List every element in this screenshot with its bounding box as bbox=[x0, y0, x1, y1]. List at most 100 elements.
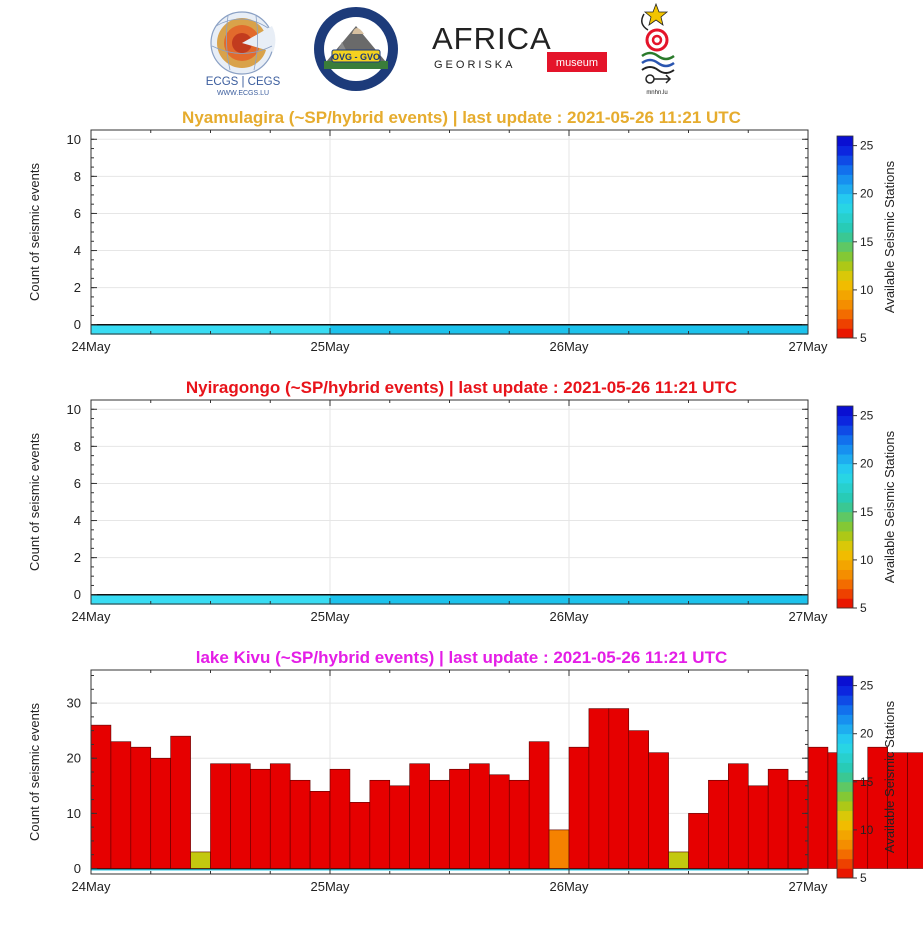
colorbar-segment bbox=[837, 781, 853, 792]
colorbar-tick-label: 5 bbox=[860, 331, 867, 345]
colorbar-segment bbox=[837, 810, 853, 821]
colorbar-tick-label: 10 bbox=[860, 283, 874, 297]
colorbar-segment bbox=[837, 145, 853, 156]
colorbar-segment bbox=[837, 193, 853, 204]
chart-nyiragongo: 0 2 4 6 8 10 24May 25May 26May 27May Count of seis… bbox=[27, 399, 897, 624]
colorbar-segment bbox=[837, 733, 853, 744]
y-tick-label: 6 bbox=[74, 206, 81, 221]
bar bbox=[369, 779, 391, 869]
bar bbox=[568, 746, 590, 869]
colorbar-segment bbox=[837, 261, 853, 272]
colorbar-segment bbox=[837, 695, 853, 706]
ecgs-logo: ECGS | CEGS WWW.ECGS.LU bbox=[206, 11, 281, 97]
chart-panel-nyiragongo: Nyiragongo (~SP/hybrid events) | last up… bbox=[0, 378, 923, 648]
colorbar-segment bbox=[837, 849, 853, 860]
africa-logo-sub: GEORISKA bbox=[434, 59, 515, 71]
bar bbox=[449, 768, 470, 869]
station-coverage-band bbox=[91, 324, 330, 335]
bar bbox=[150, 757, 171, 869]
colorbar-segment bbox=[837, 502, 853, 513]
colorbar-tick-label: 25 bbox=[860, 139, 874, 153]
y-tick-label: 2 bbox=[74, 550, 81, 565]
colorbar-frame bbox=[836, 675, 854, 879]
colorbar-segment bbox=[837, 676, 853, 687]
bar bbox=[469, 763, 490, 869]
bar bbox=[309, 790, 331, 869]
colorbar-tick-label: 20 bbox=[860, 457, 874, 471]
bar bbox=[648, 752, 669, 869]
colorbar-segment bbox=[837, 434, 853, 445]
bar bbox=[688, 813, 709, 869]
bar bbox=[90, 724, 112, 869]
colorbar-segment bbox=[837, 415, 853, 426]
y-tick-label: 6 bbox=[74, 476, 81, 491]
colorbar-tick-label: 20 bbox=[860, 727, 874, 741]
colorbar-segment bbox=[837, 155, 853, 166]
colorbar-segment bbox=[837, 762, 853, 773]
bar bbox=[250, 768, 271, 869]
ovg-logo: OVG - GVO bbox=[314, 7, 398, 91]
colorbar-segment bbox=[837, 598, 853, 609]
colorbar-segment bbox=[837, 550, 853, 561]
x-tick-label: 26May bbox=[549, 879, 589, 894]
y-tick-label: 8 bbox=[74, 169, 81, 184]
colorbar-segment bbox=[837, 309, 853, 320]
colorbar-segment bbox=[837, 820, 853, 831]
colorbar-segment bbox=[837, 492, 853, 503]
bar bbox=[628, 730, 649, 869]
colorbar-segment bbox=[837, 406, 853, 417]
colorbar-tick-label: 15 bbox=[860, 505, 874, 519]
ecgs-logo-url: WWW.ECGS.LU bbox=[217, 90, 269, 97]
y-tick-label: 8 bbox=[74, 439, 81, 454]
colorbar-segment bbox=[837, 241, 853, 252]
bar bbox=[289, 779, 311, 869]
y-tick-label: 20 bbox=[67, 751, 81, 766]
colorbar-segment bbox=[837, 772, 853, 783]
colorbar-tick-label: 15 bbox=[860, 235, 874, 249]
y-tick-label: 0 bbox=[74, 587, 81, 602]
colorbar-segment bbox=[837, 868, 853, 879]
colorbar-segment bbox=[837, 704, 853, 715]
bar bbox=[269, 763, 291, 869]
bar bbox=[409, 763, 430, 869]
x-tick-label: 26May bbox=[549, 609, 589, 624]
chart-title-nyiragongo: Nyiragongo (~SP/hybrid events) | last up… bbox=[185, 378, 738, 397]
colorbar-segment bbox=[837, 454, 853, 465]
bar bbox=[230, 763, 251, 869]
bar bbox=[110, 741, 132, 869]
y-tick-label: 0 bbox=[74, 317, 81, 332]
colorbar-segment bbox=[837, 579, 853, 590]
colorbar-segment bbox=[837, 829, 853, 840]
colorbar-segment bbox=[837, 473, 853, 484]
colorbar-segment bbox=[837, 425, 853, 436]
colorbar-segment bbox=[837, 232, 853, 243]
bar bbox=[807, 746, 829, 869]
y-tick-label: 10 bbox=[67, 402, 81, 417]
x-tick-label: 24May bbox=[71, 339, 111, 354]
plot-frame bbox=[90, 129, 809, 335]
colorbar-segment bbox=[837, 174, 853, 185]
bar bbox=[170, 735, 191, 869]
colorbar-segment bbox=[837, 540, 853, 551]
colorbar-segment bbox=[837, 222, 853, 233]
x-tick-label: 26May bbox=[549, 339, 589, 354]
bar bbox=[548, 829, 570, 869]
chart-panel-lake-kivu: lake Kivu (~SP/hybrid events) | last upd… bbox=[0, 648, 923, 918]
colorbar-tick-label: 25 bbox=[860, 679, 874, 693]
y-tick-label: 30 bbox=[67, 696, 81, 711]
bar bbox=[190, 851, 211, 869]
colorbar-segment bbox=[837, 521, 853, 532]
y-axis-label: Count of seismic events bbox=[27, 703, 42, 842]
colorbar-tick-label: 20 bbox=[860, 187, 874, 201]
bar bbox=[130, 746, 152, 869]
chart-title-nyamulagira: Nyamulagira (~SP/hybrid events) | last u… bbox=[182, 108, 741, 127]
mnhn-logo: mnhn.lu bbox=[641, 2, 675, 96]
colorbar-segment bbox=[837, 251, 853, 262]
colorbar-segment bbox=[837, 752, 853, 763]
colorbar-segment bbox=[837, 791, 853, 802]
chart-lake-kivu: 0 10 20 30 24May 25May 26May 27May Count of seis… bbox=[27, 669, 923, 894]
bar bbox=[668, 851, 689, 869]
x-tick-label: 24May bbox=[71, 609, 111, 624]
y-tick-label: 4 bbox=[74, 243, 81, 258]
colorbar-segment bbox=[837, 714, 853, 725]
